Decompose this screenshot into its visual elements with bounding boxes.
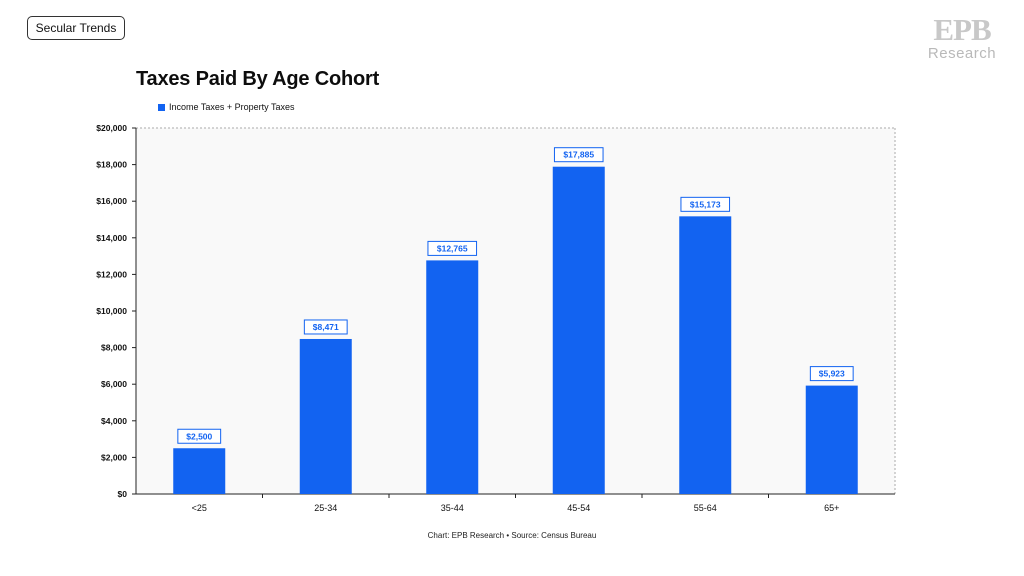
y-tick-label: $8,000 [101, 343, 127, 353]
chart-legend: Income Taxes + Property Taxes [158, 102, 294, 112]
data-label-box [177, 428, 222, 444]
data-label: $5,923 [819, 369, 845, 379]
data-label: $8,471 [313, 322, 339, 332]
y-tick-label: $0 [118, 489, 128, 499]
chart-footer: Chart: EPB Research • Source: Census Bur… [427, 531, 597, 540]
chart-title: Taxes Paid By Age Cohort [136, 68, 380, 90]
y-tick-label: $10,000 [96, 306, 127, 316]
data-label-box [303, 319, 348, 335]
x-tick-label: 55-64 [694, 503, 717, 513]
data-label-box [553, 147, 604, 163]
data-label: $2,500 [186, 431, 212, 441]
data-label: $12,765 [437, 243, 468, 253]
bar [299, 338, 352, 494]
x-tick-label: 35-44 [441, 503, 464, 513]
plot-area [136, 128, 895, 494]
y-tick-label: $2,000 [101, 452, 127, 462]
data-label-box [680, 196, 731, 212]
legend-swatch [158, 103, 165, 111]
x-tick-label: 45-54 [567, 503, 590, 513]
data-label-box [809, 366, 854, 382]
y-tick-label: $6,000 [101, 379, 127, 389]
category-tag: Secular Trends [27, 16, 125, 40]
data-label: $15,173 [690, 199, 721, 209]
legend-label: Income Taxes + Property Taxes [169, 102, 295, 112]
y-tick-label: $12,000 [96, 269, 127, 279]
bar [552, 166, 605, 494]
x-tick-label: <25 [192, 503, 207, 513]
y-tick-label: $4,000 [101, 416, 127, 426]
data-label: $17,885 [563, 150, 594, 160]
bar [805, 385, 858, 494]
x-tick-label: 25-34 [314, 503, 337, 513]
y-tick-label: $14,000 [96, 233, 127, 243]
data-label-box [427, 240, 478, 256]
bar [426, 260, 479, 494]
y-tick-label: $20,000 [96, 123, 127, 133]
y-tick-label: $18,000 [96, 160, 127, 170]
bar [679, 216, 732, 494]
y-tick-label: $16,000 [96, 196, 127, 206]
logo-subtitle: Research [927, 45, 997, 62]
x-tick-label: 65+ [824, 503, 839, 513]
logo-mark: EPB [933, 12, 991, 47]
epb-research-logo: EPB Research [922, 14, 1002, 64]
bar [173, 448, 226, 494]
